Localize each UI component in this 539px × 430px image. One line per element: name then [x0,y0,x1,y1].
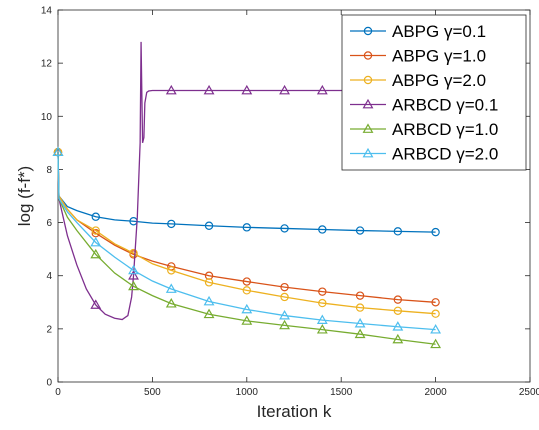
x-tick-label: 0 [55,387,61,398]
legend-entry: ARBCD γ=1.0 [392,120,498,139]
legend-marker [362,98,374,109]
y-tick-label: 12 [41,59,53,70]
x-tick-label: 2000 [424,387,447,398]
data-point [393,295,403,304]
data-point [91,226,100,235]
x-tick-label: 2500 [519,387,539,398]
y-tick-label: 10 [41,112,53,123]
x-tick-label: 1500 [330,387,353,398]
axes-box [57,9,531,383]
data-point [204,278,214,287]
data-point [355,226,365,235]
legend-entry: ABPG γ=0.1 [392,22,486,41]
data-point [316,314,328,324]
data-point [129,248,138,258]
data-point [280,292,289,302]
data-point [279,309,290,320]
data-point [165,84,177,95]
series-line [57,152,436,315]
data-point [167,219,176,229]
legend-marker [363,75,373,85]
legend-marker [363,51,373,60]
data-point [318,287,327,296]
y-tick-label: 0 [46,378,52,389]
data-point [354,317,366,328]
x-tick-label: 1000 [236,387,259,398]
data-point [318,225,327,234]
data-point [393,306,403,315]
series-layer [52,41,442,349]
y-tick-label: 4 [46,271,52,282]
series-line [57,152,436,331]
y-tick-label: 14 [41,6,53,17]
legend: ABPG γ=0.1 ABPG γ=1.0 ABPG γ=2.0 ARBCD γ=0.… [341,14,527,171]
data-point [128,270,139,280]
data-point [316,324,328,334]
y-tick-label: 6 [46,218,52,229]
data-point [91,212,100,221]
data-point [241,315,253,325]
data-point [316,84,328,95]
legend-entry: ARBCD γ=2.0 [392,145,498,164]
legend-marker [363,26,373,36]
data-point [430,338,442,349]
data-point [392,333,404,344]
data-point [355,303,365,312]
legend-marker [362,147,374,158]
series-line [57,41,436,321]
data-point [431,227,440,237]
data-point [90,236,102,247]
data-point [90,248,102,259]
y-axis-label: log (f-f*) [15,166,34,226]
legend-marker [362,123,374,133]
data-point [279,319,290,330]
data-point [203,308,215,319]
data-point [241,303,253,314]
legend-entry: ABPG γ=2.0 [392,71,486,90]
x-axis-label: Iteration k [257,402,332,421]
data-point [242,286,251,295]
data-point [241,84,253,95]
data-point [354,328,366,339]
axis-ticks: 0 500 1000 1500 2000 2500 0 2 4 6 8 10 12 14 [41,6,539,399]
data-point [318,298,327,308]
data-point [203,295,215,306]
legend-entry: ABPG γ=1.0 [392,47,486,66]
legend-entry: ARBCD γ=0.1 [392,96,498,115]
data-point [165,298,177,308]
data-point [242,223,251,232]
data-point [431,309,440,318]
x-tick-label: 500 [144,387,161,398]
data-point [280,224,289,233]
data-point [90,299,102,309]
data-point [128,280,139,291]
data-point [167,266,176,275]
data-point [355,291,365,300]
data-point [279,84,290,95]
data-point [431,298,440,307]
series-6 [52,146,442,334]
series-line [57,152,436,345]
legend-box [341,14,527,171]
data-point [392,321,404,331]
plot-area: 0 500 1000 1500 2000 2500 0 2 4 6 8 10 12 14 [41,6,539,399]
y-tick-label: 2 [46,324,52,335]
data-point [52,146,64,157]
y-tick-label: 8 [46,165,52,176]
data-point [165,283,177,293]
data-point [393,227,403,236]
data-point [280,282,289,292]
data-point [242,277,251,286]
data-point [128,264,139,275]
data-point [203,84,215,95]
series-line [57,152,436,233]
data-point [430,324,442,334]
data-point [204,221,214,230]
